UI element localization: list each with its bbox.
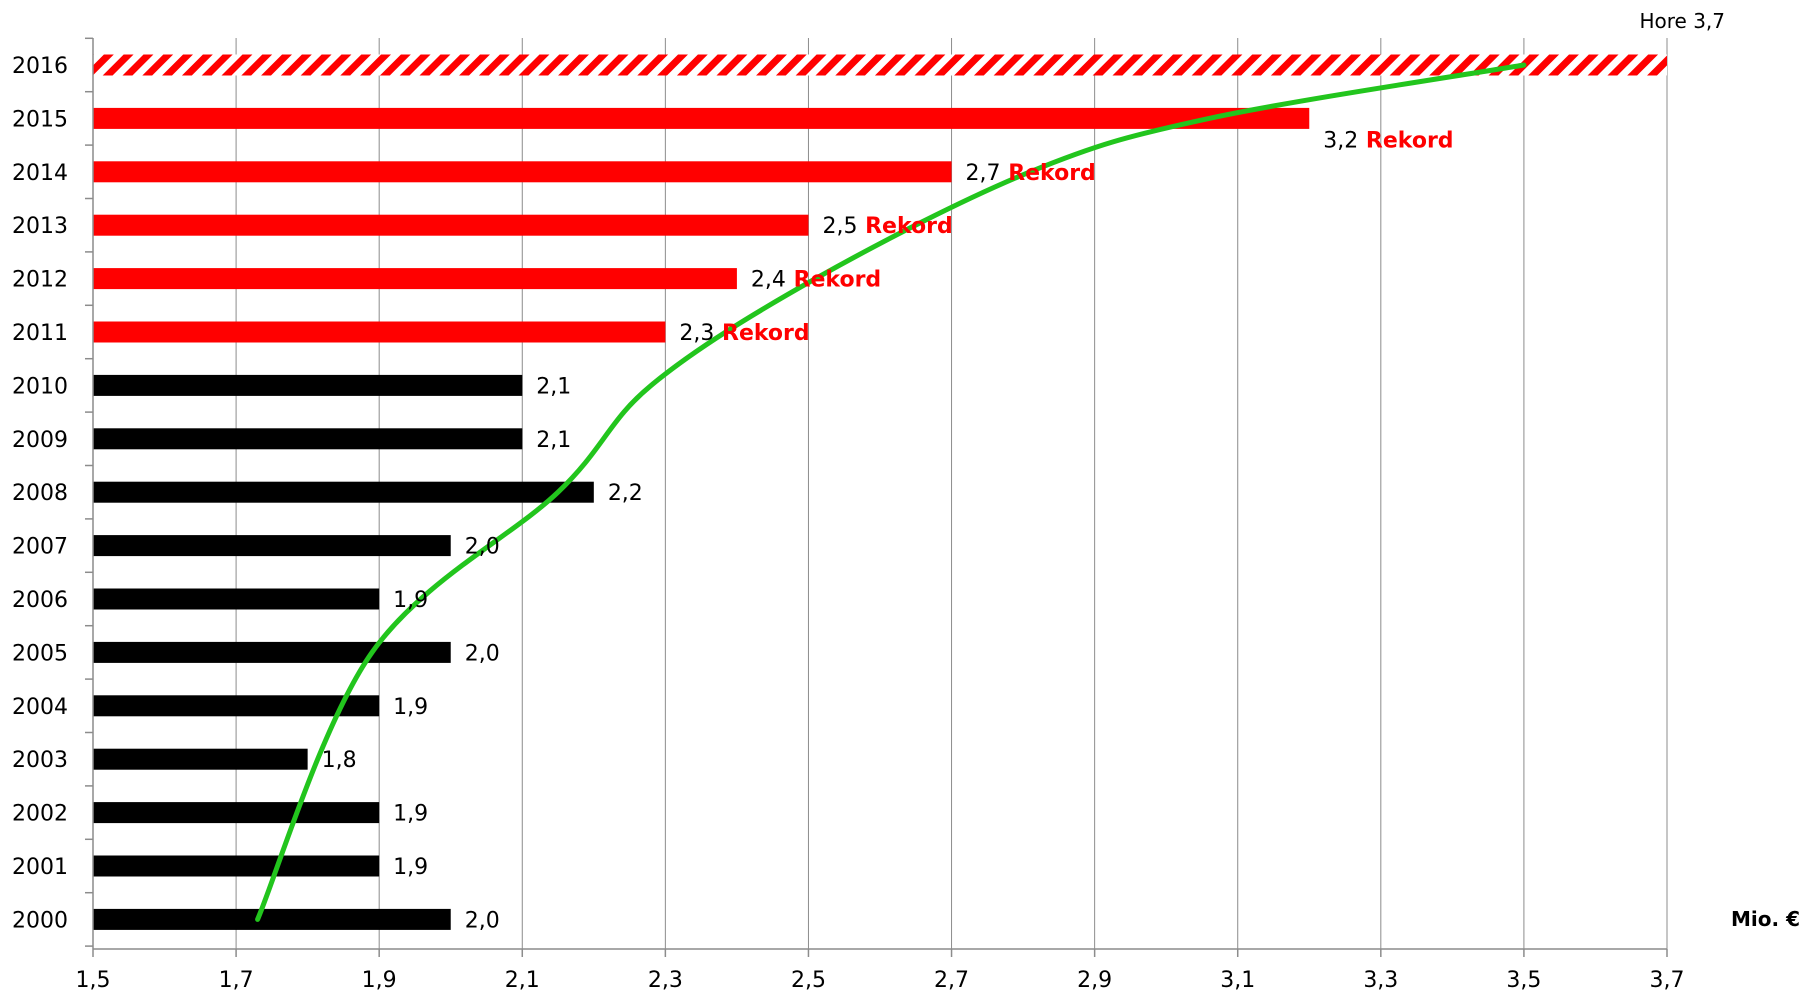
value-text: 2,3 (679, 321, 714, 346)
value-text: 1,9 (393, 588, 428, 613)
x-tick-label: 2,3 (648, 968, 683, 993)
value-label-2000: 2,0 (465, 908, 500, 933)
y-tick-label-2001: 2001 (12, 855, 68, 880)
value-label-2015: 3,2 Rekord (1323, 128, 1453, 153)
y-tick-label-2004: 2004 (12, 695, 68, 720)
y-tick-label-2015: 2015 (12, 107, 68, 132)
y-tick-label-2000: 2000 (12, 908, 68, 933)
value-text: 2,0 (465, 641, 500, 666)
x-tick-label: 1,9 (362, 968, 397, 993)
y-tick-label-2014: 2014 (12, 161, 68, 186)
grid-lines (235, 38, 1668, 949)
y-tick-label-2003: 2003 (12, 748, 68, 773)
value-label-2014: 2,7 Rekord (966, 161, 1096, 186)
value-text: 1,8 (322, 748, 357, 773)
x-tick-label: 2,1 (505, 968, 540, 993)
y-tick-label-2009: 2009 (12, 428, 68, 453)
x-tick-label: 3,7 (1650, 968, 1685, 993)
bar-2002 (93, 802, 380, 824)
top-annotation: Hore 3,7 (1639, 9, 1725, 33)
value-text: 2,0 (465, 535, 500, 560)
bar-2013 (93, 214, 809, 236)
y-tick-label-2006: 2006 (12, 588, 68, 613)
x-axis-label: Mio. € (1731, 907, 1800, 931)
y-tick-label-2011: 2011 (12, 321, 68, 346)
y-tick-label-2010: 2010 (12, 374, 68, 399)
value-text: 1,9 (393, 802, 428, 827)
x-tick-label: 3,5 (1506, 968, 1541, 993)
trend-curve (255, 62, 1527, 922)
bars (93, 54, 1667, 930)
value-label-2003: 1,8 (322, 748, 357, 773)
value-label-2005: 2,0 (465, 641, 500, 666)
rekord-annotation: Rekord (786, 268, 881, 293)
x-tick-label: 1,5 (76, 968, 111, 993)
value-text: 1,9 (393, 695, 428, 720)
bar-2012 (93, 268, 737, 290)
rekord-annotation: Rekord (1001, 161, 1096, 186)
value-text: 2,5 (822, 214, 857, 239)
value-label-2006: 1,9 (393, 588, 428, 613)
bar-2011 (93, 321, 666, 343)
value-text: 1,9 (393, 855, 428, 880)
value-label-2001: 1,9 (393, 855, 428, 880)
value-label-2012: 2,4 Rekord (751, 268, 881, 293)
y-tick-label-2002: 2002 (12, 802, 68, 827)
y-tick-label-2013: 2013 (12, 214, 68, 239)
value-label-2011: 2,3 Rekord (679, 321, 809, 346)
bar-2005 (93, 641, 451, 663)
x-tick-label: 2,7 (934, 968, 969, 993)
y-tick-label-2008: 2008 (12, 481, 68, 506)
value-label-2010: 2,1 (536, 374, 571, 399)
bar-2006 (93, 588, 380, 610)
bar-2015 (93, 107, 1310, 129)
rekord-annotation: Rekord (1358, 128, 1453, 153)
bar-2000 (93, 908, 451, 930)
y-tick-label-2007: 2007 (12, 535, 68, 560)
value-text: 2,1 (536, 428, 571, 453)
value-text: 2,0 (465, 908, 500, 933)
trend-curve-group (255, 62, 1527, 922)
bar-2004 (93, 695, 380, 717)
value-label-2009: 2,1 (536, 428, 571, 453)
x-tick-label: 2,9 (1077, 968, 1112, 993)
y-tick-label-2005: 2005 (12, 641, 68, 666)
bar-2003 (93, 748, 308, 770)
bar-2001 (93, 855, 380, 877)
value-label-2002: 1,9 (393, 802, 428, 827)
y-tick-label-2012: 2012 (12, 268, 68, 293)
value-label-2004: 1,9 (393, 695, 428, 720)
value-label-2008: 2,2 (608, 481, 643, 506)
value-label-2007: 2,0 (465, 535, 500, 560)
bar-2009 (93, 428, 523, 450)
value-text: 2,2 (608, 481, 643, 506)
bar-2010 (93, 374, 523, 396)
y-tick-label-2016: 2016 (12, 54, 68, 79)
bar-2014 (93, 161, 952, 183)
value-text: 2,7 (966, 161, 1001, 186)
rekord-annotation: Rekord (857, 214, 952, 239)
value-text: 2,4 (751, 268, 786, 293)
bar-2016 (93, 54, 1667, 76)
value-label-2013: 2,5 Rekord (822, 214, 952, 239)
bar-2008 (93, 481, 594, 503)
x-tick-label: 2,5 (791, 968, 826, 993)
x-tick-label: 1,7 (219, 968, 254, 993)
x-tick-label: 3,1 (1220, 968, 1255, 993)
x-tick-label: 3,3 (1363, 968, 1398, 993)
rekord-annotation: Rekord (714, 321, 809, 346)
value-text: 2,1 (536, 374, 571, 399)
axes: 2016 2015 2014 2013 2012 2011 2010 2009 2008 2007… (12, 37, 1685, 993)
value-text: 3,2 (1323, 128, 1358, 153)
bar-2007 (93, 535, 451, 557)
